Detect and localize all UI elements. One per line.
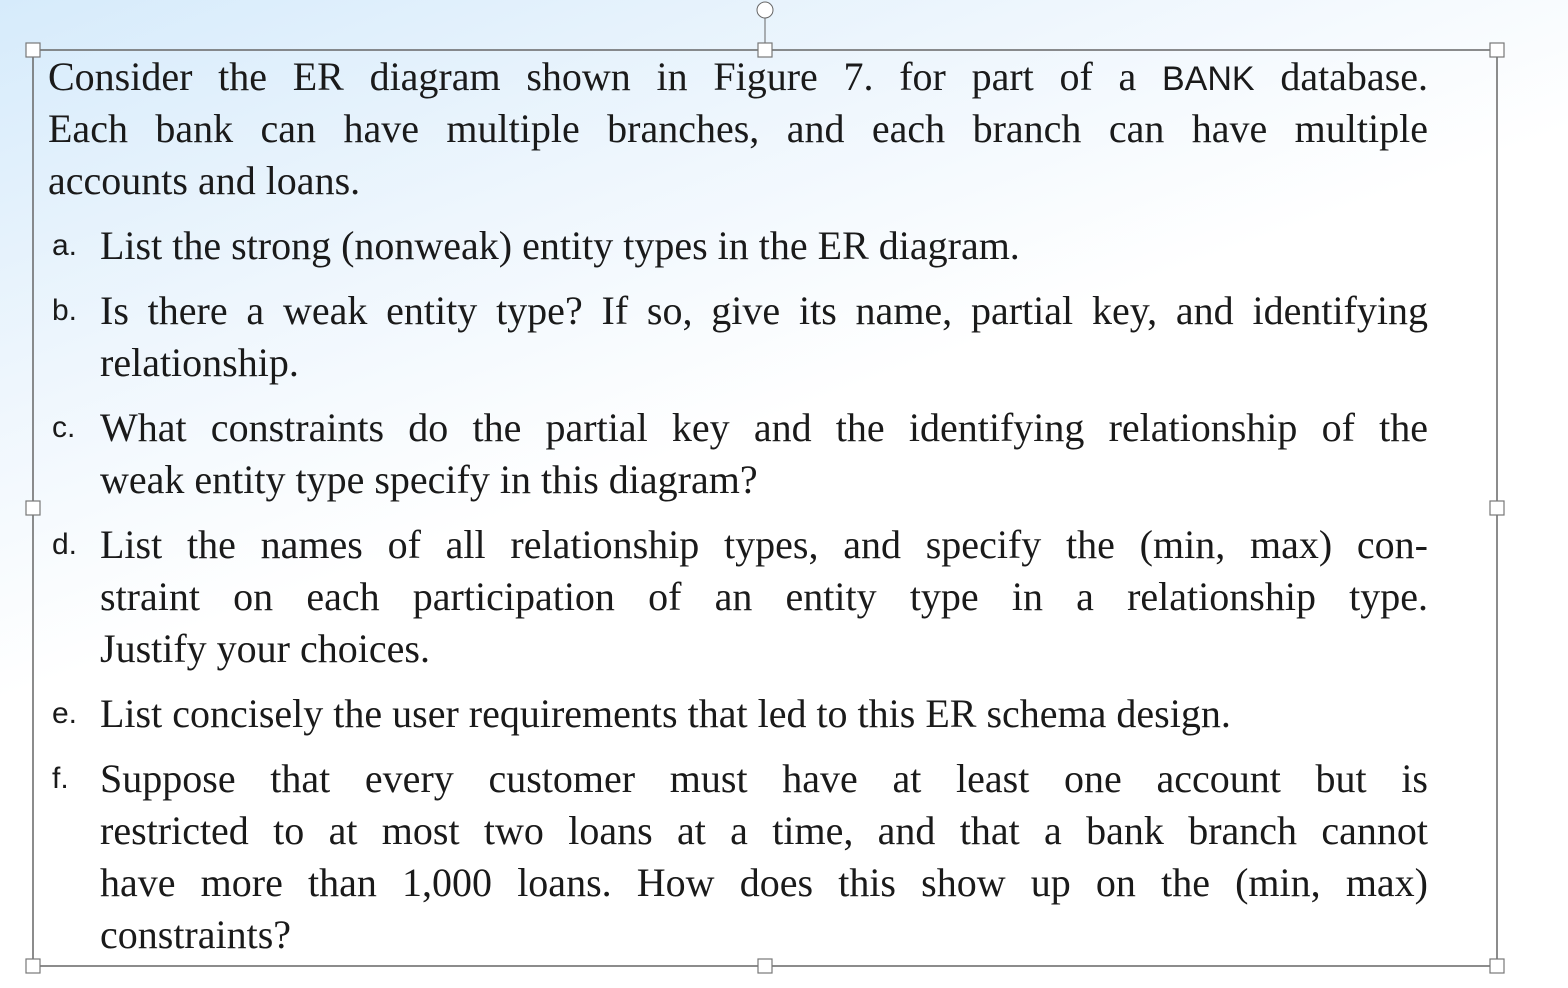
text-segment: for part of a (899, 54, 1137, 99)
text-line: relationship. (100, 340, 299, 385)
resize-handle[interactable] (25, 42, 41, 58)
text-line: Each bank can have multiple branches, an… (48, 103, 1428, 155)
document-text: Consider the ER diagram shown in Figure … (48, 51, 1428, 961)
list-item: a. List the strong (nonweak) entity types… (48, 220, 1428, 272)
text-line: List the names of all relationship types… (100, 522, 1428, 567)
item-label: d. (52, 528, 78, 561)
list-item: c. What constraints do the partial key an… (48, 402, 1428, 506)
text-line: What constraints do the partial key and … (100, 405, 1428, 450)
text-line: Is there a weak entity type? If so, give… (100, 288, 1428, 333)
resize-handle[interactable] (757, 42, 773, 58)
text-line: accounts and loans. (48, 155, 1428, 207)
text-segment: BANK (1162, 60, 1255, 98)
rotate-handle[interactable] (756, 1, 774, 19)
item-label: c. (52, 411, 76, 444)
text-line: List the strong (nonweak) entity types i… (100, 223, 1020, 268)
text-segment: accounts and loans. (48, 158, 361, 203)
intro-paragraph: Consider the ER diagram shown in Figure … (48, 51, 1428, 207)
item-label: b. (52, 294, 78, 327)
text-segment: database. (1280, 54, 1429, 99)
list-item: e. List concisely the user requirements t… (48, 688, 1428, 740)
resize-handle[interactable] (25, 500, 41, 516)
resize-handle[interactable] (1489, 42, 1505, 58)
item-label: e. (52, 697, 78, 730)
list-item: f. Suppose that every customer must have … (48, 753, 1428, 961)
list-item: d. List the names of all relationship typ… (48, 519, 1428, 675)
text-line: weak entity type specify in this diagram… (100, 457, 758, 502)
text-line: Consider the ER diagram shown in Figure … (48, 51, 1428, 103)
resize-handle[interactable] (757, 958, 773, 974)
text-line: Suppose that every customer must have at… (100, 756, 1428, 801)
text-segment: Consider the ER diagram shown in Figure … (48, 54, 874, 99)
text-segment: Each bank can have multiple branches, an… (48, 106, 1428, 151)
text-line: constraints? (100, 912, 292, 957)
text-line: List concisely the user requirements tha… (100, 691, 1231, 736)
text-line: restricted to at most two loans at a tim… (100, 808, 1428, 853)
text-line: have more than 1,000 loans. How does thi… (100, 860, 1428, 905)
item-label: f. (52, 762, 69, 795)
resize-handle[interactable] (1489, 958, 1505, 974)
text-line: Justify your choices. (100, 626, 430, 671)
text-line: straint on each participation of an enti… (100, 574, 1428, 619)
item-label: a. (52, 229, 78, 262)
resize-handle[interactable] (25, 958, 41, 974)
resize-handle[interactable] (1489, 500, 1505, 516)
list-item: b. Is there a weak entity type? If so, gi… (48, 285, 1428, 389)
